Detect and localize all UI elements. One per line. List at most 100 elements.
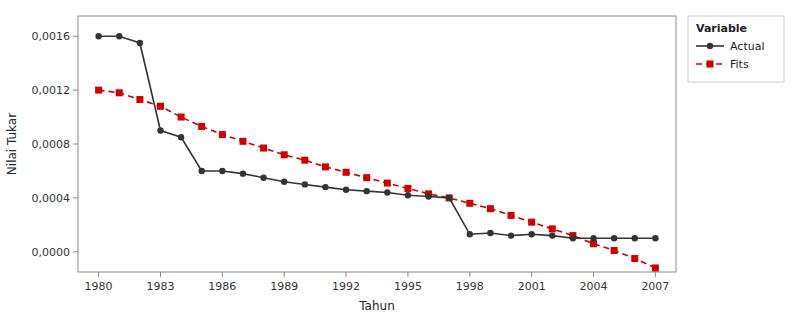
chart: 0,00000,00040,00080,00120,00161980198319…: [0, 0, 796, 320]
point: [570, 235, 576, 241]
point: [467, 231, 473, 237]
point: [446, 195, 452, 201]
point: [611, 235, 617, 241]
point: [157, 127, 163, 133]
y-tick-label: 0,0004: [32, 192, 71, 205]
x-tick: [531, 272, 532, 277]
point: [239, 138, 246, 145]
series: [95, 87, 659, 272]
point: [528, 219, 535, 226]
plot-area: [95, 33, 659, 271]
point: [446, 194, 453, 201]
point: [322, 184, 328, 190]
point: [260, 174, 266, 180]
legend-entry: Fits: [730, 58, 749, 71]
point: [590, 235, 596, 241]
point: [95, 33, 101, 39]
point: [219, 131, 226, 138]
x-axis: 1980 1983 1986 1989 1992 1995 1998 2001 2004 2007: [85, 272, 670, 293]
series-line: [99, 36, 656, 238]
x-tick-label: 2001: [518, 280, 546, 293]
point: [363, 174, 370, 181]
point: [631, 255, 638, 262]
point: [219, 168, 225, 174]
point: [178, 134, 184, 140]
x-tick-label: 1980: [85, 280, 113, 293]
x-tick: [284, 272, 285, 277]
series: [95, 33, 658, 242]
point: [528, 231, 534, 237]
point: [652, 264, 659, 271]
x-tick-label: 1998: [456, 280, 484, 293]
x-tick: [98, 272, 99, 277]
point: [652, 235, 658, 241]
x-tick-label: 2007: [641, 280, 669, 293]
x-tick: [346, 272, 347, 277]
point: [136, 96, 143, 103]
y-tick: [73, 197, 78, 198]
x-tick-label: 1989: [270, 280, 298, 293]
y-tick: [73, 90, 78, 91]
point: [198, 123, 205, 130]
y-tick: [73, 251, 78, 252]
legend-entry: Actual: [730, 40, 764, 53]
point: [322, 163, 329, 170]
y-tick: [73, 36, 78, 37]
point: [240, 170, 246, 176]
y-tick-label: 0,0016: [32, 30, 71, 43]
point: [466, 200, 473, 207]
y-tick-label: 0,0008: [32, 138, 71, 151]
point: [611, 247, 618, 254]
point: [302, 181, 308, 187]
point: [632, 235, 638, 241]
legend-title: Variable: [696, 22, 747, 35]
point: [404, 185, 411, 192]
point: [178, 114, 185, 121]
point: [116, 89, 123, 96]
x-tick-label: 1983: [146, 280, 174, 293]
y-axis: 0,0000 0,0004 0,0008 0,0012 0,0016: [32, 30, 79, 259]
point: [508, 232, 514, 238]
point: [549, 225, 556, 232]
x-tick-label: 1992: [332, 280, 360, 293]
x-tick: [160, 272, 161, 277]
point: [363, 188, 369, 194]
x-tick: [655, 272, 656, 277]
point: [281, 151, 288, 158]
point: [384, 180, 391, 187]
legend-box: [688, 16, 784, 82]
series-line: [99, 90, 656, 268]
point: [260, 145, 267, 152]
y-tick: [73, 144, 78, 145]
point: [425, 193, 431, 199]
x-tick: [469, 272, 470, 277]
plot-frame: [78, 16, 676, 272]
x-tick: [407, 272, 408, 277]
point: [116, 33, 122, 39]
x-tick-label: 2004: [580, 280, 608, 293]
x-tick-label: 1995: [394, 280, 422, 293]
point: [508, 212, 515, 219]
point: [281, 179, 287, 185]
point: [95, 87, 102, 94]
x-tick: [593, 272, 594, 277]
legend-marker: [707, 61, 714, 68]
point: [343, 169, 350, 176]
point: [343, 187, 349, 193]
legend: Variable Actual Fits: [688, 16, 784, 82]
point: [157, 103, 164, 110]
y-tick-label: 0,0000: [32, 246, 71, 259]
x-axis-label: Tahun: [358, 299, 395, 313]
point: [487, 230, 493, 236]
x-tick: [222, 272, 223, 277]
point: [405, 192, 411, 198]
point: [487, 205, 494, 212]
y-axis-label: Nilai Tukar: [5, 113, 19, 175]
y-tick-label: 0,0012: [32, 84, 71, 97]
point: [137, 40, 143, 46]
x-tick-label: 1986: [208, 280, 236, 293]
point: [301, 157, 308, 164]
point: [384, 189, 390, 195]
legend-marker: [707, 43, 713, 49]
point: [549, 232, 555, 238]
